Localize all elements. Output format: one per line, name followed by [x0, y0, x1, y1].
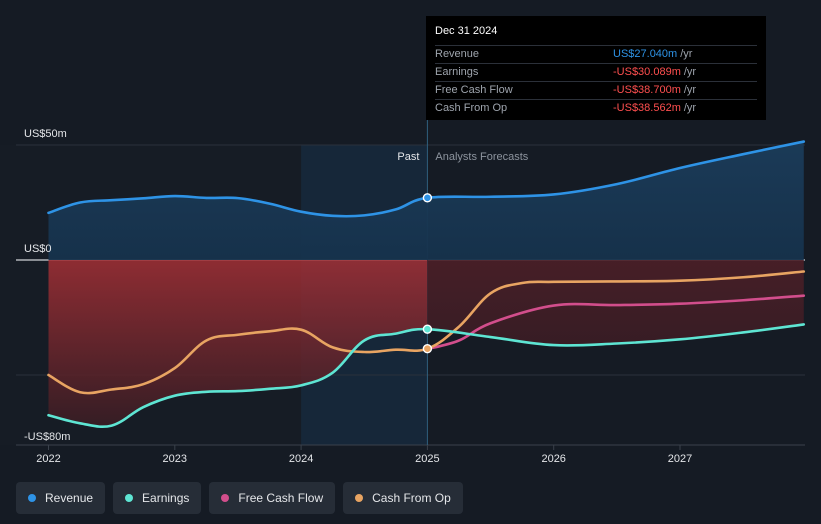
legend: Revenue Earnings Free Cash Flow Cash Fro…	[16, 482, 463, 514]
tooltip-row-free-cash-flow: Free Cash Flow -US$38.700m/yr	[435, 81, 757, 99]
x-tick-label: 2027	[668, 453, 692, 465]
tooltip-row-revenue: Revenue US$27.040m/yr	[435, 45, 757, 63]
tooltip-label: Free Cash Flow	[435, 84, 513, 96]
marker-cash-from-op	[422, 343, 433, 354]
legend-label: Revenue	[45, 491, 94, 505]
x-tick-label: 2025	[415, 453, 439, 465]
marker-earnings	[422, 324, 433, 334]
tooltip-row-cash-from-op: Cash From Op -US$38.562m/yr	[435, 99, 757, 117]
tooltip-row-earnings: Earnings -US$30.089m/yr	[435, 63, 757, 81]
dot-icon	[355, 494, 364, 502]
tooltip-title: Dec 31 2024	[435, 25, 498, 37]
y-tick-label: US$0	[24, 243, 52, 255]
x-tick-label: 2024	[289, 453, 313, 465]
tooltip-value: -US$38.562m/yr	[613, 100, 696, 117]
tooltip-label: Earnings	[435, 66, 479, 78]
forecast-label: Analysts Forecasts	[435, 151, 528, 163]
series-line-revenue	[47, 140, 806, 218]
tooltip-value: -US$30.089m/yr	[613, 64, 696, 81]
x-tick-label: 2022	[36, 453, 60, 465]
tooltip-unit: /yr	[680, 48, 693, 60]
tooltip-label: Revenue	[435, 48, 480, 60]
legend-item-cash-from-op[interactable]: Cash From Op	[343, 482, 463, 514]
x-tick-label: 2023	[163, 453, 187, 465]
past-label: Past	[397, 151, 419, 163]
negative-area-forecast	[427, 260, 804, 346]
tooltip-unit: /yr	[683, 84, 697, 96]
legend-item-free-cash-flow[interactable]: Free Cash Flow	[209, 482, 336, 514]
tooltip-number: US$27.040m	[613, 48, 678, 60]
tooltip-number: -US$38.700m	[613, 84, 681, 96]
dot-icon	[28, 494, 36, 502]
tooltip-number: -US$38.562m	[613, 102, 681, 114]
tooltip-value: -US$38.700m/yr	[613, 82, 696, 99]
tooltip-label: Cash From Op	[435, 102, 508, 114]
dot-icon	[125, 494, 134, 502]
marker-revenue	[422, 193, 433, 203]
tooltip-value: US$27.040m/yr	[613, 46, 692, 63]
legend-item-earnings[interactable]: Earnings	[113, 482, 202, 514]
x-tick-label: 2026	[541, 453, 565, 465]
y-tick-label: US$50m	[24, 128, 67, 140]
tooltip-unit: /yr	[683, 102, 697, 114]
legend-label: Free Cash Flow	[238, 491, 324, 505]
y-tick-label: -US$80m	[24, 431, 70, 443]
tooltip-unit: /yr	[683, 66, 697, 78]
tooltip: Dec 31 2024 Revenue US$27.040m/yr Earnin…	[426, 16, 766, 120]
dot-icon	[221, 494, 230, 502]
legend-label: Earnings	[142, 491, 190, 505]
tooltip-number: -US$30.089m	[613, 66, 681, 78]
series-line-free-cash-flow	[426, 294, 806, 351]
legend-item-revenue[interactable]: Revenue	[16, 482, 106, 514]
legend-label: Cash From Op	[372, 491, 451, 505]
series-line-cash-from-op	[47, 270, 806, 395]
series-line-earnings	[47, 323, 806, 429]
